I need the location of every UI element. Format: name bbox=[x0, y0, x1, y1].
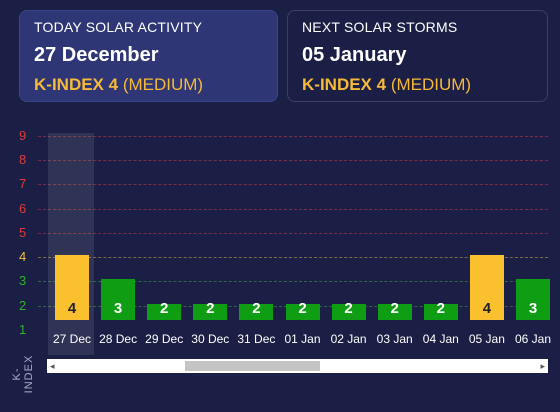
x-tick-label: 28 Dec bbox=[99, 332, 138, 346]
y-tick-label: 5 bbox=[19, 224, 27, 240]
scroll-thumb[interactable] bbox=[185, 361, 320, 371]
today-kindex-label: K-INDEX 4 bbox=[34, 75, 119, 94]
today-level: (MEDIUM) bbox=[122, 75, 204, 94]
gridline bbox=[38, 232, 548, 234]
kindex-bar[interactable]: 2 bbox=[239, 300, 274, 320]
x-tick-label: 02 Jan bbox=[330, 332, 367, 346]
kindex-bar[interactable]: 2 bbox=[377, 300, 412, 320]
kindex-bar[interactable]: 3 bbox=[516, 279, 550, 320]
gridline bbox=[38, 135, 548, 137]
y-axis-title: K-INDEX bbox=[11, 354, 35, 394]
bar-value-label: 4 bbox=[67, 299, 77, 317]
bar-value-label: 4 bbox=[482, 299, 492, 317]
x-tick-label: 27 Dec bbox=[52, 332, 92, 346]
bar-value-label: 3 bbox=[113, 299, 123, 317]
gridline bbox=[38, 159, 548, 161]
today-heading: TODAY SOLAR ACTIVITY bbox=[34, 19, 203, 35]
scroll-right-arrow-icon[interactable]: ▸ bbox=[540, 361, 545, 371]
chart-scrollbar[interactable]: ◂ ▸ bbox=[47, 359, 548, 373]
next-storms-card: NEXT SOLAR STORMS 05 January K-INDEX 4 (… bbox=[287, 10, 548, 102]
kindex-bar[interactable]: 2 bbox=[423, 300, 458, 320]
x-tick-label: 01 Jan bbox=[284, 332, 321, 346]
x-tick-label: 29 Dec bbox=[145, 332, 184, 346]
next-level: (MEDIUM) bbox=[390, 75, 472, 94]
kindex-bar[interactable]: 2 bbox=[193, 300, 228, 320]
today-date: 27 December bbox=[34, 44, 159, 66]
bar-value-label: 2 bbox=[206, 299, 215, 317]
y-tick-label: 1 bbox=[19, 322, 27, 337]
kindex-bar[interactable]: 4 bbox=[55, 255, 89, 320]
bars-layer: 4 3 2 2 2 2 2 2 2 4 3 bbox=[55, 255, 550, 320]
x-tick-label: 30 Dec bbox=[191, 332, 230, 346]
x-tick-label: 31 Dec bbox=[237, 332, 276, 346]
kindex-bar[interactable]: 2 bbox=[147, 300, 182, 320]
today-kindex: K-INDEX 4 (MEDIUM) bbox=[34, 75, 263, 95]
x-tick-label: 05 Jan bbox=[468, 332, 505, 346]
kindex-bar[interactable]: 2 bbox=[285, 300, 320, 320]
next-kindex-label: K-INDEX 4 bbox=[302, 75, 387, 94]
y-tick-label: 7 bbox=[19, 176, 27, 192]
gridline bbox=[38, 257, 548, 259]
x-tick-label: 06 Jan bbox=[514, 332, 552, 346]
today-activity-card: TODAY SOLAR ACTIVITY 27 December K-INDEX… bbox=[19, 10, 278, 102]
kindex-bar[interactable]: 4 bbox=[469, 255, 504, 320]
kindex-bar[interactable]: 3 bbox=[101, 279, 136, 320]
x-tick-label: 03 Jan bbox=[376, 332, 413, 346]
y-tick-label: 2 bbox=[19, 297, 27, 313]
gridline bbox=[38, 184, 548, 186]
y-tick-label: 9 bbox=[19, 127, 27, 143]
next-date: 05 January bbox=[302, 44, 407, 66]
next-kindex: K-INDEX 4 (MEDIUM) bbox=[302, 75, 533, 95]
bar-value-label: 3 bbox=[528, 299, 538, 317]
gridline bbox=[38, 208, 548, 210]
bar-value-label: 2 bbox=[252, 299, 261, 317]
bar-value-label: 2 bbox=[298, 299, 307, 317]
y-tick-label: 8 bbox=[19, 151, 27, 167]
kindex-bar[interactable]: 2 bbox=[331, 300, 366, 320]
next-heading: NEXT SOLAR STORMS bbox=[302, 19, 458, 35]
scroll-left-arrow-icon[interactable]: ◂ bbox=[50, 361, 55, 371]
x-tick-label: 04 Jan bbox=[422, 332, 459, 346]
bar-value-label: 2 bbox=[160, 299, 169, 317]
bar-value-label: 2 bbox=[436, 299, 445, 317]
y-tick-label: 3 bbox=[19, 273, 27, 289]
gridline bbox=[38, 281, 548, 283]
bar-value-label: 2 bbox=[390, 299, 399, 317]
bar-value-label: 2 bbox=[344, 299, 353, 317]
y-tick-label: 6 bbox=[19, 200, 27, 216]
y-tick-label: 4 bbox=[19, 249, 27, 265]
